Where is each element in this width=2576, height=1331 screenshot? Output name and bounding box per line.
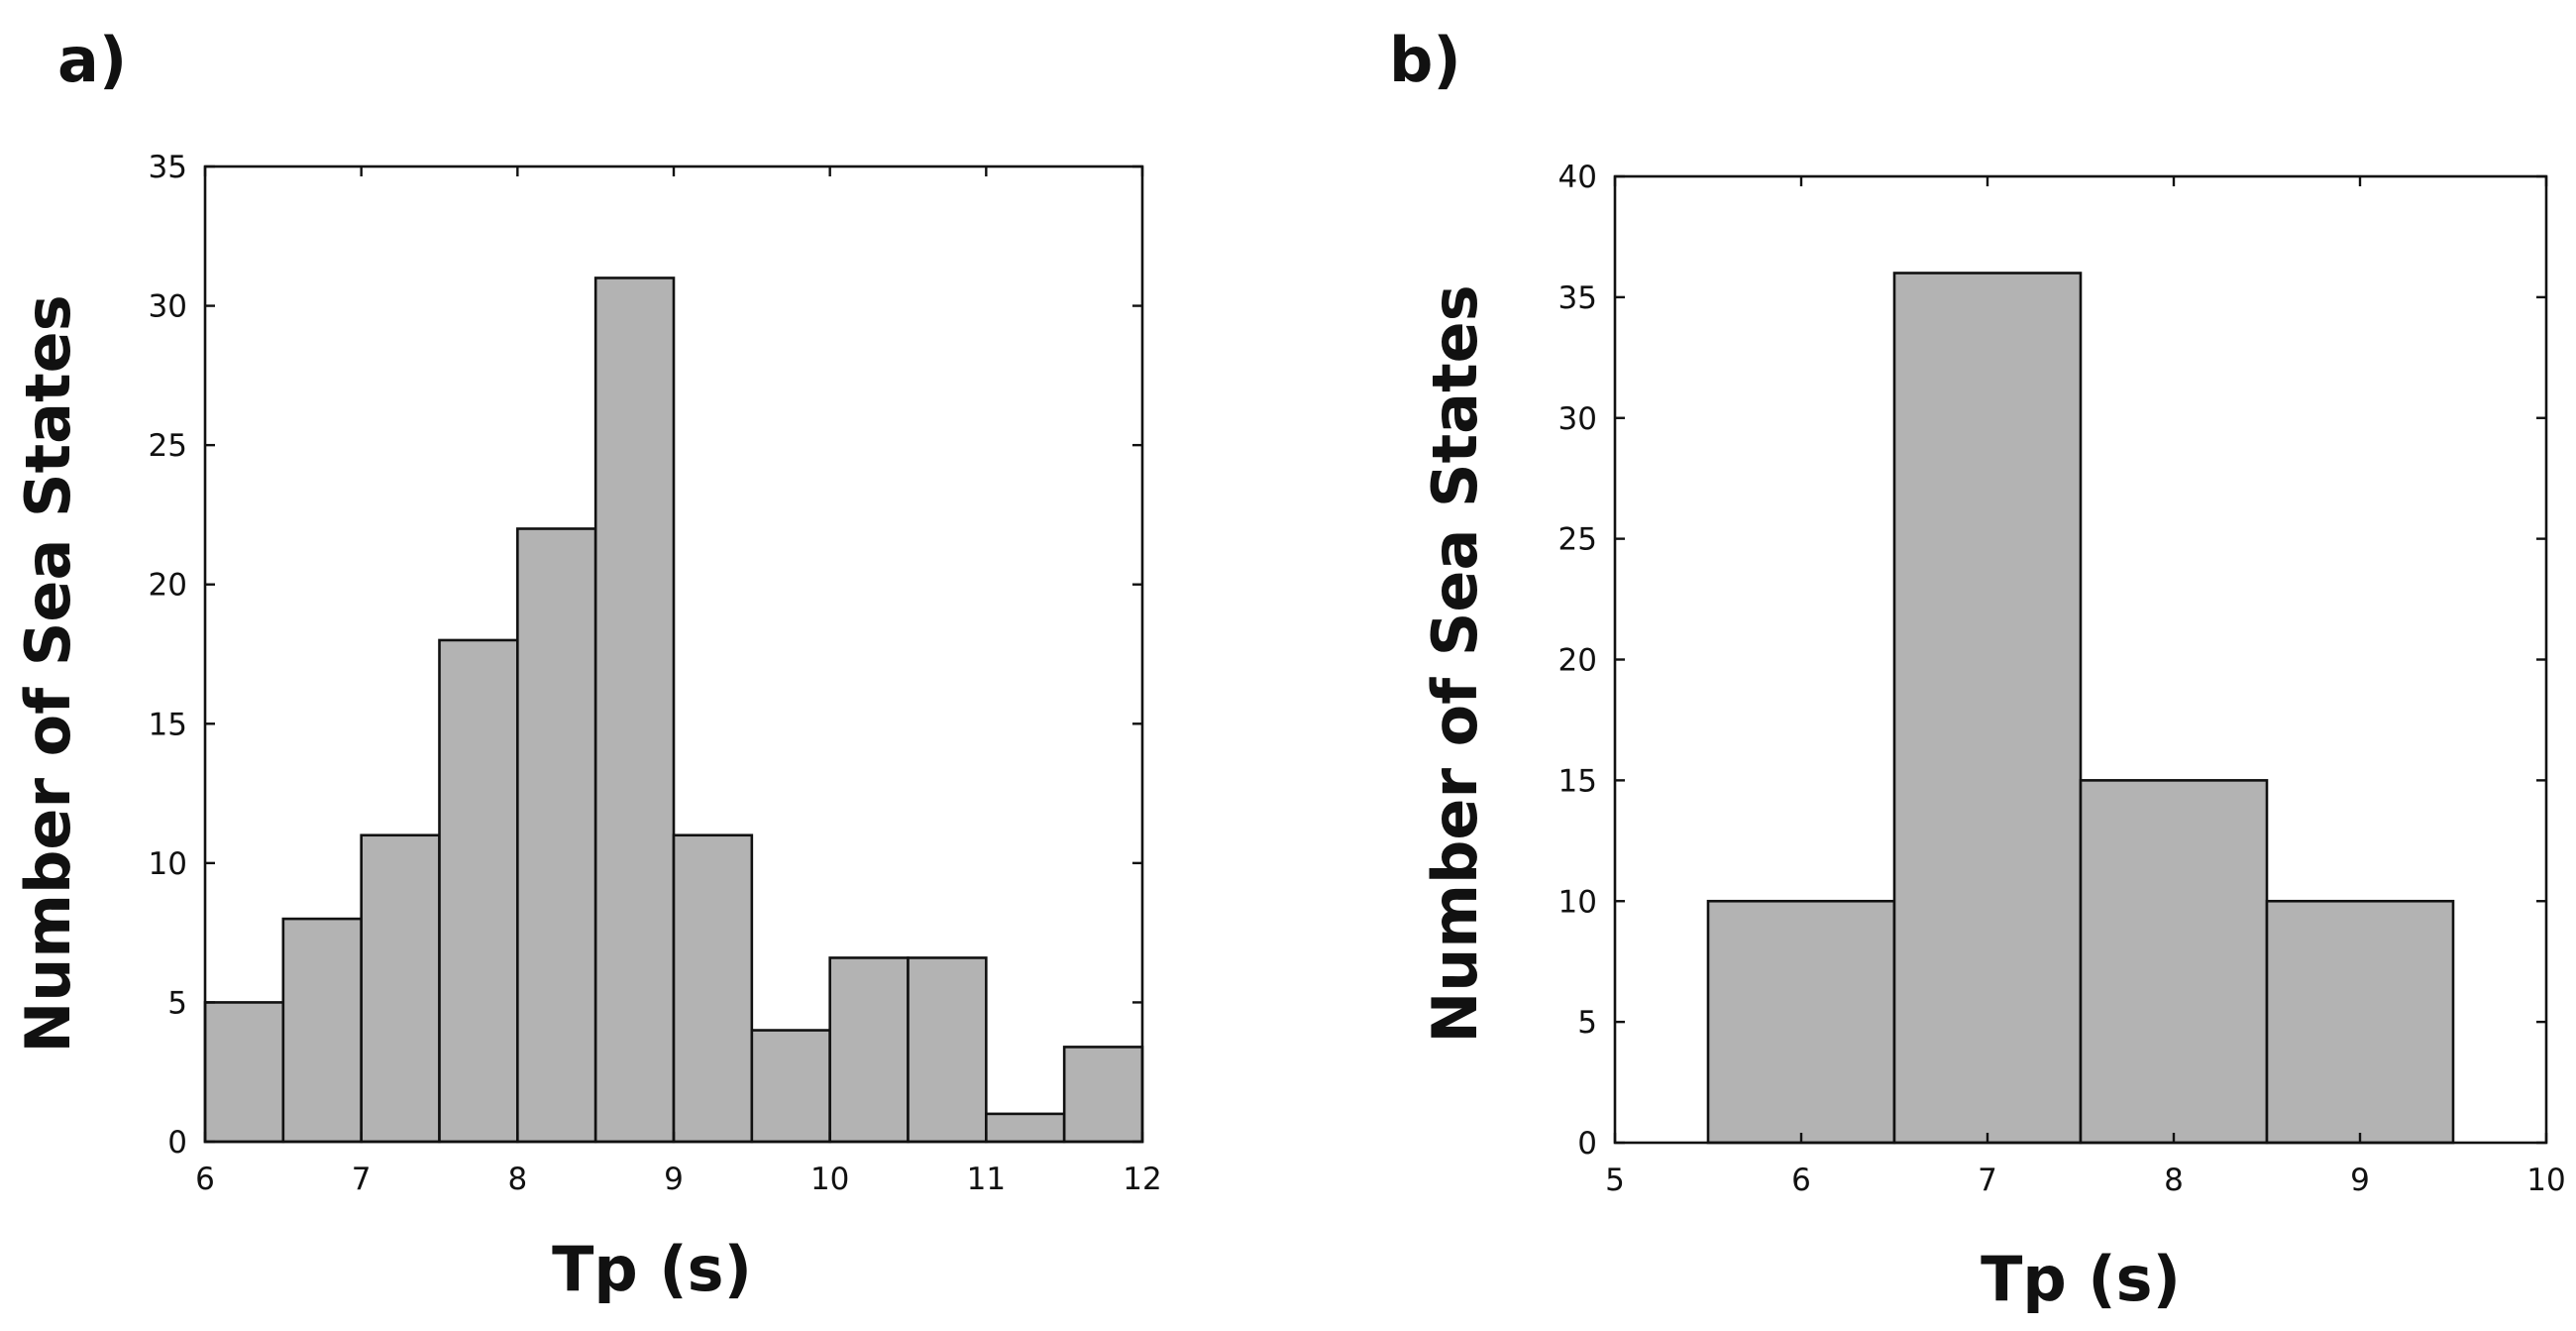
y-tick-label: 25 xyxy=(149,428,187,464)
y-tick-label: 30 xyxy=(149,289,187,325)
x-tick-labels-a: 6 7 8 9 10 11 12 xyxy=(195,1162,1162,1197)
histogram-bar xyxy=(907,956,988,1144)
histogram-bar xyxy=(828,956,910,1144)
y-tick-label: 10 xyxy=(149,846,187,882)
histogram-bar xyxy=(516,527,597,1144)
x-tick-label: 6 xyxy=(1791,1163,1811,1198)
histogram-bar xyxy=(203,1001,285,1144)
ticks-b xyxy=(1613,174,2548,1145)
bars-a xyxy=(203,277,1144,1144)
x-tick-label: 9 xyxy=(2350,1163,2370,1198)
histogram-bar xyxy=(2265,899,2455,1145)
x-tick-label: 10 xyxy=(2526,1163,2565,1198)
x-axis-title-a: Tp (s) xyxy=(552,1233,752,1305)
y-tick-label: 0 xyxy=(1577,1126,1597,1162)
histogram-bar xyxy=(1706,899,1896,1145)
y-tick-label: 20 xyxy=(1558,643,1597,679)
y-tick-label: 30 xyxy=(1558,401,1597,437)
x-tick-label: 6 xyxy=(195,1162,215,1197)
y-tick-label: 15 xyxy=(149,707,187,742)
y-tick-labels-b: 0 5 10 15 20 25 30 35 40 xyxy=(1558,160,1597,1162)
y-tick-label: 35 xyxy=(149,150,187,185)
x-tick-label: 8 xyxy=(507,1162,527,1197)
y-tick-label: 35 xyxy=(1558,280,1597,316)
x-tick-labels-b: 5 6 7 8 9 10 xyxy=(1605,1163,2566,1198)
panel-label-b: b) xyxy=(1389,24,1461,96)
bars-b xyxy=(1706,272,2455,1145)
histogram-bar xyxy=(750,1029,831,1144)
y-axis-title-a: Number of Sea States xyxy=(12,294,84,1053)
histogram-bar xyxy=(1892,272,2083,1145)
ticks-a xyxy=(203,165,1144,1144)
x-axis-title-b: Tp (s) xyxy=(1981,1243,2181,1315)
y-tick-label: 15 xyxy=(1558,763,1597,799)
y-tick-label: 40 xyxy=(1558,160,1597,195)
histogram-bar xyxy=(438,638,519,1144)
y-tick-label: 5 xyxy=(1577,1005,1597,1041)
y-tick-label: 25 xyxy=(1558,522,1597,558)
x-tick-label: 7 xyxy=(352,1162,372,1197)
histogram-bar xyxy=(360,833,441,1144)
histogram-bar xyxy=(2079,779,2269,1145)
y-axis-title-b: Number of Sea States xyxy=(1419,284,1491,1043)
y-tick-label: 20 xyxy=(149,568,187,604)
y-tick-label: 0 xyxy=(167,1125,187,1161)
histogram-bar xyxy=(672,833,754,1144)
y-tick-labels-a: 0 5 10 15 20 25 30 35 xyxy=(149,150,187,1161)
x-tick-label: 11 xyxy=(967,1162,1006,1197)
x-tick-label: 9 xyxy=(664,1162,684,1197)
x-tick-label: 12 xyxy=(1123,1162,1161,1197)
histogram-bar xyxy=(593,277,676,1144)
x-tick-label: 5 xyxy=(1605,1163,1625,1198)
histogram-panel-a: a) 0 5 10 15 20 25 30 35 6 7 8 9 10 11 12 Tp (s) Numb… xyxy=(12,24,1162,1305)
x-tick-label: 7 xyxy=(1978,1163,1997,1198)
x-tick-label: 8 xyxy=(2164,1163,2184,1198)
y-tick-label: 10 xyxy=(1558,884,1597,920)
y-tick-label: 5 xyxy=(167,985,187,1021)
x-tick-label: 10 xyxy=(810,1162,849,1197)
histogram-bar xyxy=(1062,1046,1144,1144)
panel-label-a: a) xyxy=(57,24,127,96)
histogram-bar xyxy=(281,917,363,1144)
histogram-bar xyxy=(985,1112,1066,1144)
